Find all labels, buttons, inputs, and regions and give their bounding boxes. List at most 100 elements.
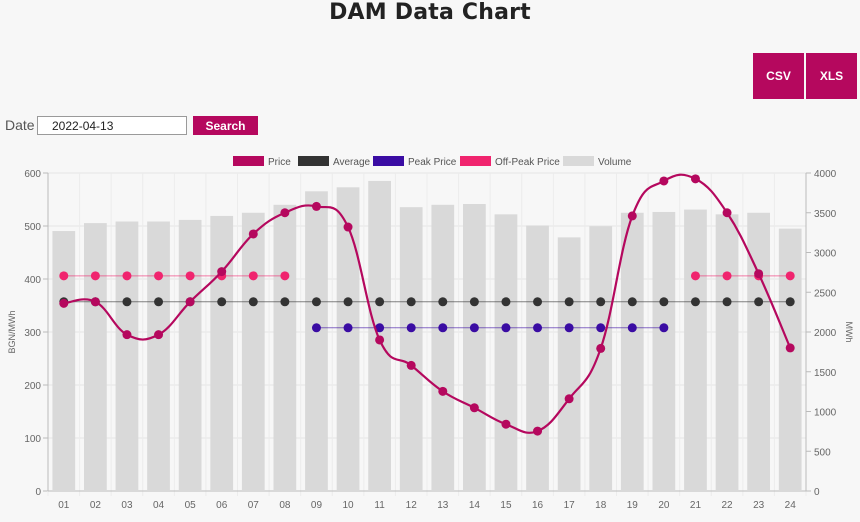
price-point [122,330,132,340]
x-tick-label: 12 [406,500,418,511]
average-point [564,297,574,307]
x-tick-label: 21 [690,500,702,511]
price-point [722,208,732,218]
price-point [690,174,700,184]
peak-price-point [627,323,637,333]
y2-tick-label: 2500 [814,288,837,299]
volume-bar [557,237,581,491]
peak-price-point [659,323,669,333]
average-point [311,297,321,307]
average-point [248,297,258,307]
volume-bar [241,212,265,491]
price-point [438,386,448,396]
average-point [343,297,353,307]
y2-tick-label: 500 [814,447,831,458]
price-point [469,403,479,413]
off-peak-price-point [690,271,700,281]
x-tick-label: 19 [627,500,639,511]
y-tick-label: 0 [35,487,41,498]
y-tick-label: 600 [24,169,41,180]
average-point [533,297,543,307]
y2-tick-label: 1500 [814,368,837,379]
average-point [690,297,700,307]
peak-price-point [375,323,385,333]
average-point [785,297,795,307]
y-axis-title: BGN/MWh [7,310,17,353]
peak-price-point [406,323,416,333]
volume-bar [715,214,739,491]
off-peak-price-point [248,271,258,281]
volume-bar [526,225,549,491]
average-point [469,297,479,307]
peak-price-point [438,323,448,333]
price-point [564,394,574,404]
peak-price-point [343,323,353,333]
y-tick-label: 200 [24,381,41,392]
y2-tick-label: 2000 [814,328,837,339]
volume-bar [336,187,360,491]
xls-download-button[interactable]: XLS [806,53,857,99]
average-point [722,297,732,307]
volume-bar [210,215,234,491]
y2-tick-label: 0 [814,487,820,498]
legend-swatch [373,156,404,166]
x-tick-label: 08 [279,500,291,511]
x-tick-label: 04 [153,500,165,511]
off-peak-price-point [785,271,795,281]
y2-tick-label: 3000 [814,249,837,260]
average-point [596,297,606,307]
volume-bar [778,228,802,491]
date-input[interactable] [37,116,187,135]
x-tick-label: 02 [90,500,102,511]
off-peak-price-point [122,271,132,281]
y2-tick-label: 3500 [814,209,837,220]
price-point [343,222,353,232]
price-point [280,208,290,218]
y2-tick-label: 4000 [814,169,837,180]
peak-price-point [564,323,574,333]
price-point [217,267,227,277]
volume-bar [620,212,644,491]
x-tick-label: 11 [374,500,385,511]
x-tick-label: 07 [248,500,260,511]
price-point [154,330,164,340]
y2-tick-label: 1000 [814,408,837,419]
price-point [185,297,195,307]
volume-bar [178,219,202,491]
price-point [501,419,511,429]
search-button[interactable]: Search [193,116,258,135]
volume-bar [652,211,676,491]
average-point [406,297,416,307]
x-tick-label: 17 [564,500,576,511]
x-tick-label: 05 [185,500,197,511]
legend-swatch [460,156,491,166]
x-tick-label: 14 [469,500,481,511]
volume-bar [273,204,297,492]
x-tick-label: 23 [753,500,765,511]
volume-bar [494,214,518,491]
legend-label: Price [268,157,291,168]
volume-bar [399,207,423,491]
volume-bar [463,204,486,491]
x-tick-label: 06 [216,500,228,511]
volume-bar [52,231,76,491]
csv-download-button[interactable]: CSV [753,53,804,99]
y-tick-label: 300 [24,328,41,339]
average-point [154,297,164,307]
x-tick-label: 10 [342,500,354,511]
legend-label: Peak Price [408,157,457,168]
price-point [248,229,258,239]
average-point [501,297,511,307]
volume-bar [84,223,107,491]
price-point [90,297,100,307]
average-point [627,297,637,307]
x-tick-label: 03 [121,500,133,511]
off-peak-price-point [185,271,195,281]
off-peak-price-point [722,271,732,281]
off-peak-price-point [59,271,69,281]
volume-bar [589,226,613,491]
volume-bar [305,191,328,491]
peak-price-point [501,323,511,333]
y2-axis-title: MWh [844,322,854,343]
average-point [122,297,132,307]
